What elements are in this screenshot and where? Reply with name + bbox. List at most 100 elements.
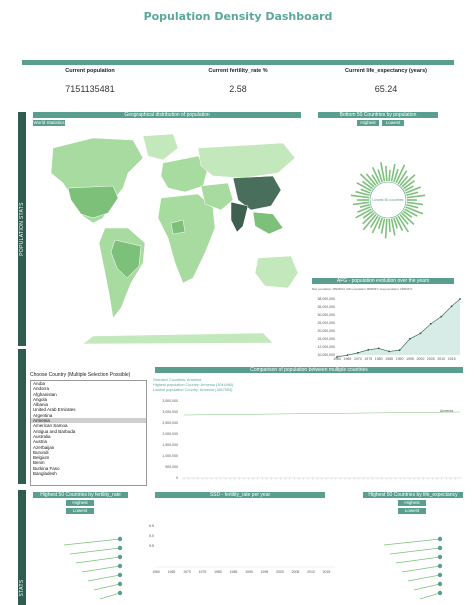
life-highest-button[interactable]: Highest <box>398 500 426 506</box>
fertility-x-tick: 2000 <box>276 570 284 574</box>
radial-bar <box>406 203 419 209</box>
map-middle-east[interactable] <box>200 182 234 211</box>
afg-population-chart: 38,000,000 35,000,000 30,000,000 25,000,000… <box>317 297 461 361</box>
radial-bar <box>406 191 419 197</box>
country-option[interactable]: Benin <box>33 460 45 466</box>
country-option[interactable]: Afghanistan <box>33 391 57 397</box>
lollipop-dot <box>437 581 443 587</box>
page-title: Population Density Dashboard <box>143 10 333 23</box>
comparison-y-tick: 2,500,000 <box>162 421 178 425</box>
lollipop-dot <box>437 563 443 569</box>
kpi-life-value: 65.24 <box>374 84 398 94</box>
fertility-x-tick: 2005 <box>292 570 300 574</box>
country-option[interactable]: United Arab Emirates <box>33 407 76 413</box>
lollipop-dot <box>437 572 443 578</box>
fertility-x-tick: 1970 <box>183 570 191 574</box>
kpi-fertility-value: 2.58 <box>229 84 247 94</box>
afg-x-tick: 2005 <box>427 357 435 361</box>
life-lowest-button[interactable]: Lowest <box>398 508 426 514</box>
country-option[interactable]: Bangladesh <box>33 471 57 477</box>
country-select-label: Choose Country (Multiple Selection Possi… <box>30 372 131 378</box>
afg-chart-subtitle: Max population: 38928341 | Min populatio… <box>312 287 413 291</box>
lollipop-dot <box>437 590 443 596</box>
afg-x-tick: 1970 <box>354 357 362 361</box>
country-option[interactable]: Andorra <box>33 386 50 392</box>
radial-bar <box>377 217 383 230</box>
afg-x-tick: 1965 <box>344 357 352 361</box>
radial-bar <box>362 214 377 231</box>
country-select-list[interactable]: Aruba Andorra Afghanistan Angola Albania Unit… <box>30 380 147 486</box>
country-option[interactable]: Austria <box>33 439 48 445</box>
fertility-x-tick: 2010 <box>307 570 315 574</box>
afg-x-tick: 1975 <box>364 357 372 361</box>
fertility-lowest-button[interactable]: Lowest <box>66 508 94 514</box>
country-option[interactable]: Belgium <box>33 455 50 461</box>
lollipop-dot <box>117 572 123 578</box>
comparison-line-armenia <box>183 411 461 416</box>
bottom50-title: Bottom 50 Countries by population <box>318 112 438 118</box>
radial-bar <box>362 212 375 225</box>
kpi-population-value: 7151135481 <box>65 84 115 94</box>
afg-point <box>336 356 338 358</box>
map-antarctica[interactable] <box>82 332 274 345</box>
country-option[interactable]: Burkina Faso <box>33 465 60 471</box>
fertility-year-title: SSD - fertility_rate per year <box>155 492 325 498</box>
lollipop-stem <box>75 556 121 564</box>
lollipop-stem <box>87 574 121 582</box>
afg-point <box>429 322 432 325</box>
country-option[interactable]: Azerbaijan <box>33 444 55 450</box>
map-india[interactable] <box>230 201 249 233</box>
country-option[interactable]: Burundi <box>33 449 49 455</box>
sidebar-population-stats: POPULATION STATS <box>18 112 26 346</box>
country-option[interactable]: Argentina <box>33 412 53 418</box>
map-china[interactable] <box>232 175 282 211</box>
radial-bar <box>395 216 404 231</box>
map-brazil[interactable] <box>110 239 142 279</box>
map-africa[interactable] <box>157 193 216 284</box>
lollipop-dot <box>117 563 123 569</box>
afg-point <box>388 350 391 353</box>
fertility-y-tick: 6.0 <box>149 534 154 538</box>
map-australia[interactable] <box>254 255 299 289</box>
lollipop-stem <box>93 583 121 591</box>
kpi-life-label: Current life_expectancy (years) <box>345 68 427 74</box>
country-option[interactable]: Angola <box>33 396 48 402</box>
radial-bar <box>380 218 386 234</box>
bottom50-highest-button[interactable]: Highest <box>357 120 379 126</box>
lollipop-dot <box>117 554 123 560</box>
world-statistics-button[interactable]: World Statistics <box>33 120 65 126</box>
life-lollipop-chart <box>383 536 443 600</box>
country-option[interactable]: Albania <box>33 402 49 408</box>
radial-bar <box>361 180 374 190</box>
map-usa[interactable] <box>67 185 119 219</box>
afg-x-tick: 1995 <box>406 357 414 361</box>
fertility-panel-title: Highest 50 Countries by fertility_rate <box>33 492 128 498</box>
afg-x-tick: 2000 <box>416 357 424 361</box>
map-russia[interactable] <box>197 142 296 179</box>
sidebar-divider-block <box>18 349 26 484</box>
radial-bar <box>356 182 372 192</box>
world-map[interactable] <box>33 128 303 348</box>
radial-bar <box>350 194 370 199</box>
comparison-y-tick: 1,000,000 <box>162 454 178 458</box>
radial-center <box>369 181 407 219</box>
radial-bar <box>390 218 396 236</box>
comparison-title: Comparison of population between multipl… <box>155 367 463 373</box>
lollipop-dot <box>437 545 443 551</box>
fertility-x-tick: 1985 <box>230 570 238 574</box>
lollipop-stem <box>69 547 121 555</box>
map-southeast-asia[interactable] <box>252 211 284 235</box>
country-option[interactable]: American Samoa <box>33 423 68 429</box>
bottom50-lowest-button[interactable]: Lowest <box>382 120 404 126</box>
country-option[interactable]: Armenia <box>31 418 146 424</box>
bottom50-radial-chart: Lowest 50 countries <box>350 162 426 239</box>
country-option[interactable]: Aruba <box>33 381 46 386</box>
country-option[interactable]: Antigua and Barbuda <box>33 428 76 434</box>
afg-y-tick: 30,000,000 <box>317 313 335 317</box>
afg-area <box>337 299 460 357</box>
fertility-highest-button[interactable]: Highest <box>66 500 94 506</box>
radial-bar <box>369 215 379 228</box>
country-option[interactable]: Australia <box>33 433 51 439</box>
map-nigeria[interactable] <box>170 219 186 235</box>
map-greenland[interactable] <box>142 133 179 161</box>
